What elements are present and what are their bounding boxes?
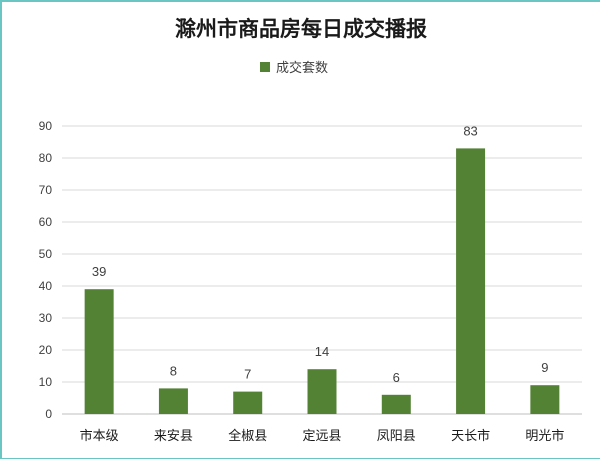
x-tick-label: 凤阳县	[377, 429, 416, 444]
x-tick-label: 市本级	[80, 428, 119, 444]
y-tick-label: 70	[39, 183, 53, 197]
x-tick-label: 来安县	[154, 429, 193, 444]
x-tick-label: 定远县	[302, 429, 341, 444]
data-label: 7	[244, 367, 251, 382]
y-tick-label: 60	[39, 215, 53, 229]
y-axis-ticks: 0 10 20 30 40 50 60 70 80 90	[39, 119, 53, 421]
y-tick-label: 50	[39, 247, 53, 261]
data-label: 6	[393, 370, 400, 385]
x-tick-label: 全椒县	[228, 428, 267, 444]
chart-title: 滁州市商品房每日成交播报	[175, 16, 427, 41]
data-label: 8	[170, 363, 177, 378]
bar	[233, 391, 263, 414]
y-tick-label: 40	[39, 279, 53, 293]
bar	[381, 394, 411, 414]
y-tick-label: 20	[39, 343, 53, 357]
grid-lines	[62, 125, 582, 415]
data-label: 83	[463, 123, 477, 138]
legend-swatch	[260, 62, 270, 72]
data-label: 9	[541, 360, 548, 375]
y-tick-label: 10	[39, 375, 53, 389]
data-labels: 39 8 7 14 6 83 9	[92, 123, 549, 384]
legend-label: 成交套数	[276, 60, 328, 76]
bar	[307, 369, 337, 414]
data-label: 14	[315, 344, 329, 359]
x-tick-label: 明光市	[525, 428, 564, 444]
bar	[84, 289, 114, 414]
bar	[158, 388, 188, 414]
bars	[84, 148, 560, 414]
x-tick-label: 天长市	[451, 428, 490, 444]
y-tick-label: 30	[39, 311, 53, 325]
y-tick-label: 90	[39, 119, 53, 133]
data-label: 39	[92, 264, 106, 279]
bar	[530, 385, 560, 414]
x-axis-ticks: 市本级 来安县 全椒县 定远县 凤阳县 天长市 明光市	[80, 428, 565, 444]
y-tick-label: 0	[45, 407, 52, 421]
legend: 成交套数	[260, 60, 328, 76]
bar	[456, 148, 486, 414]
y-tick-label: 80	[39, 151, 53, 165]
